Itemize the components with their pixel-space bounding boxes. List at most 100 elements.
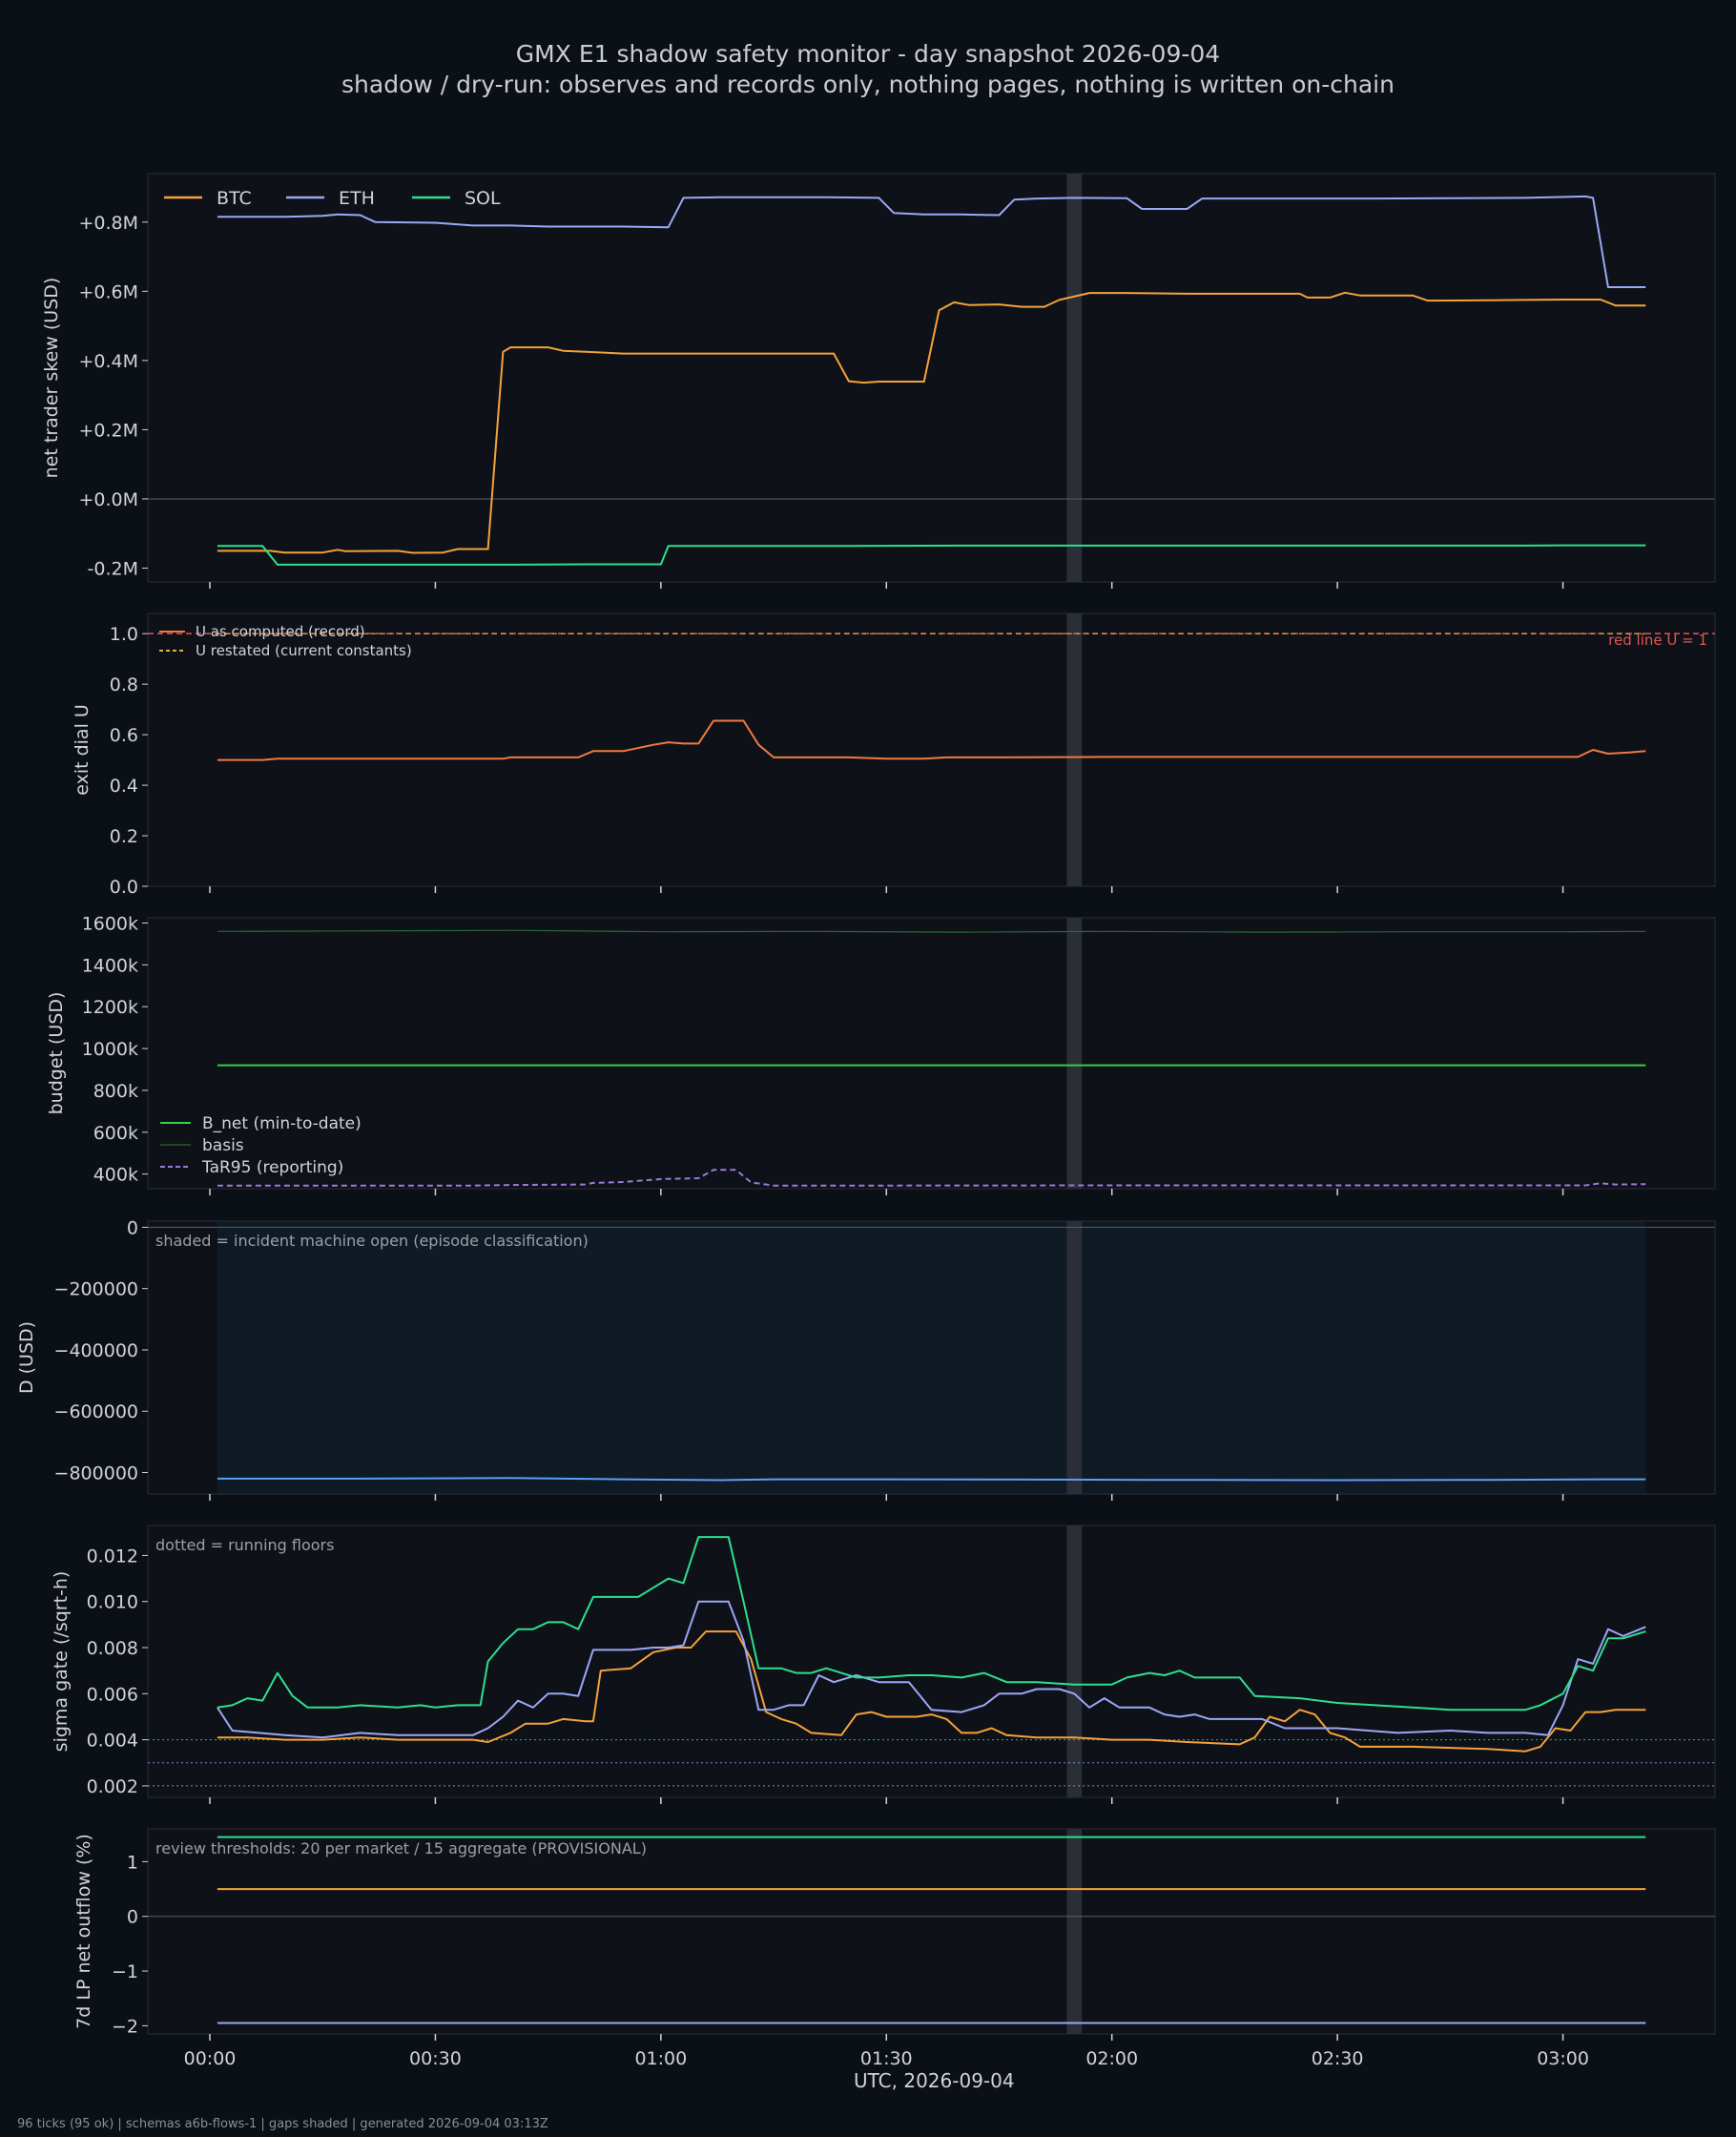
y-tick-label: 0.006: [87, 1684, 138, 1705]
incident-shade: [217, 1221, 1646, 1494]
y-axis-label: budget (USD): [46, 992, 67, 1115]
series-line-sol: [217, 1536, 1646, 1712]
y-tick-label: −1: [112, 1961, 138, 1982]
y-axis-label: net trader skew (USD): [41, 278, 62, 479]
panel-5: 0.002 0.004 0.006 0.008 0.010 0.012 sigma gate…: [51, 1525, 1716, 1804]
y-tick-label: 1400k: [82, 955, 138, 976]
x-tick-label: 01:30: [860, 2048, 913, 2069]
red-line-label: red line U = 1: [1608, 632, 1707, 649]
plot-frame: [147, 1828, 1716, 2035]
plot-area: [148, 613, 1715, 886]
gap-shade: [1066, 1525, 1083, 1797]
y-tick-label: 1.0: [110, 624, 138, 645]
plot-area: [148, 918, 1715, 1189]
y-tick-label: +0.8M: [78, 213, 138, 234]
y-axis-label: 7d LP net outflow (%): [73, 1834, 94, 2029]
y-tick-label: 0.2: [110, 826, 138, 847]
series-line-basis: [217, 929, 1646, 933]
x-tick-label: 00:30: [409, 2048, 462, 2069]
series-line-btc: [217, 1630, 1646, 1753]
legend-label: TaR95 (reporting): [201, 1158, 343, 1177]
gap-shade: [1066, 918, 1083, 1189]
footer-status: 96 ticks (95 ok) | schemas a6b-flows-1 |…: [17, 2117, 548, 2131]
y-axis-label: sigma gate (/sqrt-h): [51, 1571, 72, 1753]
y-tick-label: 0.4: [110, 776, 138, 797]
y-tick-label: 1000k: [82, 1039, 138, 1060]
panel-4: −800000 −600000 −400000 −200000 0 D (USD) shad…: [16, 1217, 1716, 1501]
y-tick-label: 0.6: [110, 725, 138, 746]
y-tick-label: 1200k: [82, 997, 138, 1018]
x-tick-label: 03:00: [1537, 2048, 1589, 2069]
legend-label: BTC: [217, 188, 252, 209]
x-tick-label: 02:30: [1312, 2048, 1364, 2069]
legend-dial: U as computed (record) U restated (curren…: [159, 623, 412, 659]
y-tick-label: 0.004: [87, 1731, 138, 1752]
y-axis-label: D (USD): [16, 1321, 37, 1394]
series-line-u-as-computed-record-: [217, 719, 1646, 761]
legend-label: basis: [202, 1136, 244, 1155]
y-tick-label: −600000: [54, 1401, 138, 1422]
legend-label: U restated (current constants): [196, 642, 412, 659]
panel-annotation: dotted = running floors: [155, 1536, 334, 1554]
legend-skew: BTC ETH SOL: [164, 188, 501, 209]
y-tick-label: 600k: [93, 1123, 138, 1144]
series-line-btc: [217, 291, 1646, 554]
y-axis-label: exit dial U: [72, 704, 93, 796]
y-tick-label: −200000: [54, 1279, 138, 1300]
legend-label: U as computed (record): [196, 623, 365, 640]
gap-shade: [1066, 613, 1083, 886]
panel-3: 400k 600k 800k 1000k 1200k 1400k 1600k budget (…: [46, 913, 1716, 1195]
y-tick-label: −800000: [54, 1463, 138, 1484]
gap-shade: [1066, 1221, 1083, 1494]
y-tick-label: +0.6M: [78, 281, 138, 302]
y-tick-label: 400k: [93, 1165, 138, 1186]
legend-budget: B_net (min-to-date) basis TaR95 (reporting…: [160, 1114, 362, 1177]
plot-area: [148, 1829, 1715, 2034]
y-tick-label: 800k: [93, 1081, 138, 1102]
y-tick-label: −2: [112, 2016, 138, 2037]
y-tick-label: 0.8: [110, 674, 138, 695]
series-line-sol: [217, 544, 1646, 566]
plot-area: [148, 174, 1715, 582]
y-tick-label: 1600k: [82, 913, 138, 934]
plot-area: [148, 1525, 1715, 1797]
panel-1: -0.2M +0.0M +0.2M +0.4M +0.6M +0.8M net trader…: [41, 173, 1716, 589]
x-axis-label: UTC, 2026-09-04: [854, 2069, 1015, 2092]
y-tick-label: 0.012: [87, 1546, 138, 1566]
y-tick-label: +0.2M: [78, 420, 138, 441]
plot-frame: [147, 917, 1716, 1190]
y-tick-label: −400000: [54, 1340, 138, 1361]
panel-annotation: shaded = incident machine open (episode …: [155, 1232, 589, 1250]
plot-frame: [147, 1220, 1716, 1495]
y-tick-label: 1: [127, 1852, 138, 1873]
x-tick-label: 00:00: [184, 2048, 237, 2069]
chart-subtitle: shadow / dry-run: observes and records o…: [341, 71, 1395, 98]
plot-frame: [147, 173, 1716, 583]
legend-label: SOL: [465, 188, 501, 209]
plot-frame: [147, 1525, 1716, 1798]
panel-2: red line U = 1 0.0 0.2 0.4 0.6 0.8 1.0 exit dia…: [72, 612, 1716, 898]
series-line-tar95-reporting-: [217, 1169, 1646, 1187]
panel-6: −2 −1 0 1 00:00 00:30 01:00 01:30 02:00 02:30 03:0…: [73, 1828, 1716, 2092]
series-line-eth: [217, 1600, 1646, 1739]
gap-shade: [1066, 1829, 1083, 2034]
y-tick-label: 0.010: [87, 1592, 138, 1613]
chart-title: GMX E1 shadow safety monitor - day snaps…: [515, 40, 1221, 68]
x-tick-label: 02:00: [1085, 2048, 1138, 2069]
y-tick-label: 0: [127, 1907, 138, 1928]
legend-label: B_net (min-to-date): [202, 1114, 362, 1133]
legend-label: ETH: [339, 188, 375, 209]
y-tick-label: +0.0M: [78, 489, 138, 510]
y-tick-label: 0.0: [110, 877, 138, 898]
y-tick-label: 0.008: [87, 1638, 138, 1659]
plot-frame: [147, 612, 1716, 887]
x-tick-label: 01:00: [634, 2048, 687, 2069]
y-tick-label: -0.2M: [88, 558, 138, 579]
y-tick-label: +0.4M: [78, 351, 138, 372]
gap-shade: [1066, 174, 1083, 582]
panel-annotation: review thresholds: 20 per market / 15 ag…: [155, 1839, 647, 1857]
series-line-eth: [217, 195, 1646, 288]
y-tick-label: 0: [127, 1217, 138, 1238]
series-line-d: [217, 1477, 1646, 1482]
